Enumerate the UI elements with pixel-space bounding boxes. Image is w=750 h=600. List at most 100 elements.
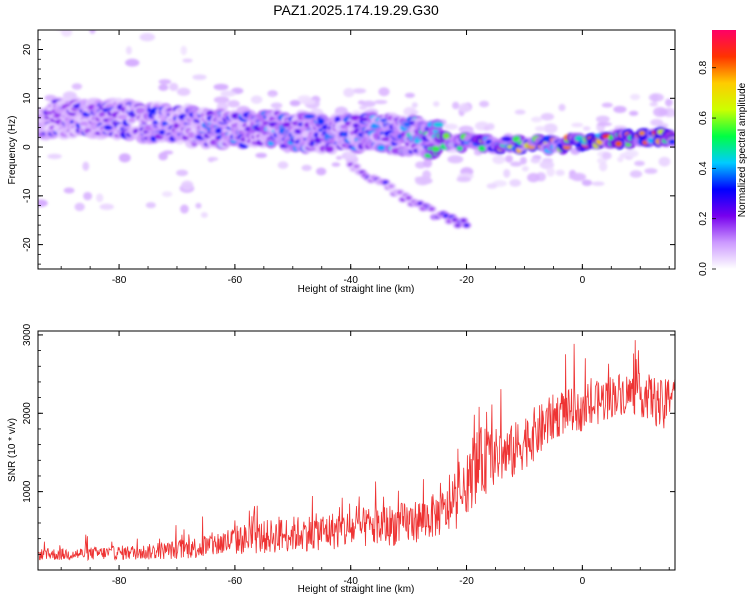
spectrogram-x-tick-label: 0 xyxy=(580,275,586,286)
heatmap-cell xyxy=(169,82,179,92)
heatmap-cell xyxy=(597,122,613,127)
heatmap-cell xyxy=(195,202,202,209)
heatmap-cell xyxy=(118,153,131,163)
heatmap-cell xyxy=(161,191,173,198)
colorbar-tick-label: 0.4 xyxy=(698,161,709,175)
heatmap-cell xyxy=(456,176,472,183)
colorbar-bar xyxy=(712,30,736,269)
heatmap-cell xyxy=(374,99,388,105)
colorbar-tick-label: 0.8 xyxy=(698,60,709,74)
heatmap-cell xyxy=(187,131,195,139)
heatmap-cell xyxy=(315,167,327,176)
heatmap-cell xyxy=(570,172,587,182)
heatmap-cell xyxy=(668,139,675,145)
heatmap-cell xyxy=(343,87,355,98)
heatmap-cell xyxy=(359,105,367,111)
spectrogram-x-label: Height of straight line (km) xyxy=(298,284,415,295)
spectrogram-y-tick-label: -20 xyxy=(22,237,33,252)
heatmap-cell xyxy=(165,20,177,27)
heatmap-cell xyxy=(534,126,546,132)
spectrogram-panel: -80 -60 -40 -20 0 20 10 0 -10 -20 Height of stra… xyxy=(7,10,676,295)
heatmap-cell xyxy=(63,187,75,194)
colorbar-ticks: 0.0 0.2 0.4 0.6 0.8 xyxy=(698,60,716,276)
heatmap-cell xyxy=(405,195,412,200)
heatmap-cell xyxy=(477,145,487,152)
heatmap-cell xyxy=(325,145,334,153)
heatmap-cell xyxy=(543,123,558,134)
heatmap-cell xyxy=(615,140,622,147)
snr-y-ticks: 3000 2000 1000 xyxy=(22,323,675,555)
heatmap-cell xyxy=(317,117,325,125)
spectrogram-x-tick-label: -20 xyxy=(459,275,474,286)
heatmap-cell xyxy=(669,111,675,117)
heatmap-cell xyxy=(599,161,608,172)
spectrogram-x-ticks: -80 -60 -40 -20 0 xyxy=(60,30,670,286)
snr-frame xyxy=(37,330,676,571)
heatmap-cell xyxy=(268,92,277,97)
heatmap-cell xyxy=(282,121,291,128)
spectrogram-y-tick-label: -10 xyxy=(22,188,33,203)
heatmap-cell xyxy=(376,144,386,151)
colorbar-tick-label: 0.6 xyxy=(698,111,709,125)
heatmap-cell xyxy=(443,123,458,130)
heatmap-cell xyxy=(89,30,96,34)
heatmap-cell xyxy=(530,157,541,164)
heatmap-cell xyxy=(546,167,555,177)
heatmap-cell xyxy=(71,83,83,90)
heatmap-cell xyxy=(519,156,527,165)
heatmap-cell xyxy=(82,161,90,171)
heatmap-cell xyxy=(644,168,658,174)
heatmap-cell xyxy=(452,101,460,110)
heatmap-cell xyxy=(486,183,498,189)
heatmap-cell xyxy=(255,152,268,159)
heatmap-cell xyxy=(521,165,529,172)
heatmap-cell xyxy=(634,160,645,167)
heatmap-cell xyxy=(492,155,506,165)
spectrogram-y-ticks: 20 10 0 -10 -20 xyxy=(22,29,675,265)
heatmap-cell xyxy=(96,193,104,203)
heatmap-cell xyxy=(220,90,236,97)
colorbar-tick-label: 0.0 xyxy=(698,262,709,276)
heatmap-cell xyxy=(514,109,526,115)
heatmap-cell xyxy=(483,125,490,131)
heatmap-cell xyxy=(581,179,593,186)
heatmap-cell xyxy=(158,84,169,91)
heatmap-cell xyxy=(207,156,219,162)
heatmap-cell xyxy=(227,100,240,108)
spectrogram-y-tick-label: 0 xyxy=(22,144,33,150)
heatmap-cell xyxy=(540,113,555,121)
heatmap-cell xyxy=(79,121,90,126)
heatmap-cell xyxy=(277,161,289,169)
heatmap-cell xyxy=(527,172,540,183)
heatmap-cell xyxy=(103,124,113,130)
snr-y-tick-label: 3000 xyxy=(22,323,33,346)
heatmap-cell xyxy=(200,212,208,218)
snr-x-tick-label: -40 xyxy=(343,576,358,587)
spectrogram-x-tick-label: -80 xyxy=(112,275,127,286)
snr-x-tick-label: -20 xyxy=(459,576,474,587)
heatmap-cell xyxy=(341,151,357,160)
heatmap-cell xyxy=(61,20,67,26)
heatmap-cell xyxy=(139,33,156,42)
snr-y-tick-label: 2000 xyxy=(22,402,33,425)
heatmap-cell xyxy=(289,99,301,107)
heatmap-cell xyxy=(301,164,312,171)
heatmap-cell xyxy=(558,103,566,112)
heatmap-cell xyxy=(83,191,93,201)
heatmap-cell xyxy=(158,79,172,85)
spectrogram-frame xyxy=(37,29,676,270)
snr-x-label: Height of straight line (km) xyxy=(298,584,415,595)
heatmap-cell xyxy=(601,102,613,108)
heatmap-cell xyxy=(531,116,543,123)
heatmap-cell xyxy=(353,164,360,169)
heatmap-cell xyxy=(59,10,73,15)
heatmap-cell xyxy=(555,169,565,176)
heatmap-cell xyxy=(300,99,316,105)
heatmap-cell xyxy=(629,170,643,178)
snr-x-ticks: -80 -60 -40 -20 0 xyxy=(60,331,670,587)
heatmap-cell xyxy=(378,87,390,97)
heatmap-cell xyxy=(651,93,659,103)
spectrogram-y-tick-label: 20 xyxy=(22,44,33,56)
heatmap-cell xyxy=(180,204,189,214)
heatmap-cell xyxy=(596,115,610,123)
